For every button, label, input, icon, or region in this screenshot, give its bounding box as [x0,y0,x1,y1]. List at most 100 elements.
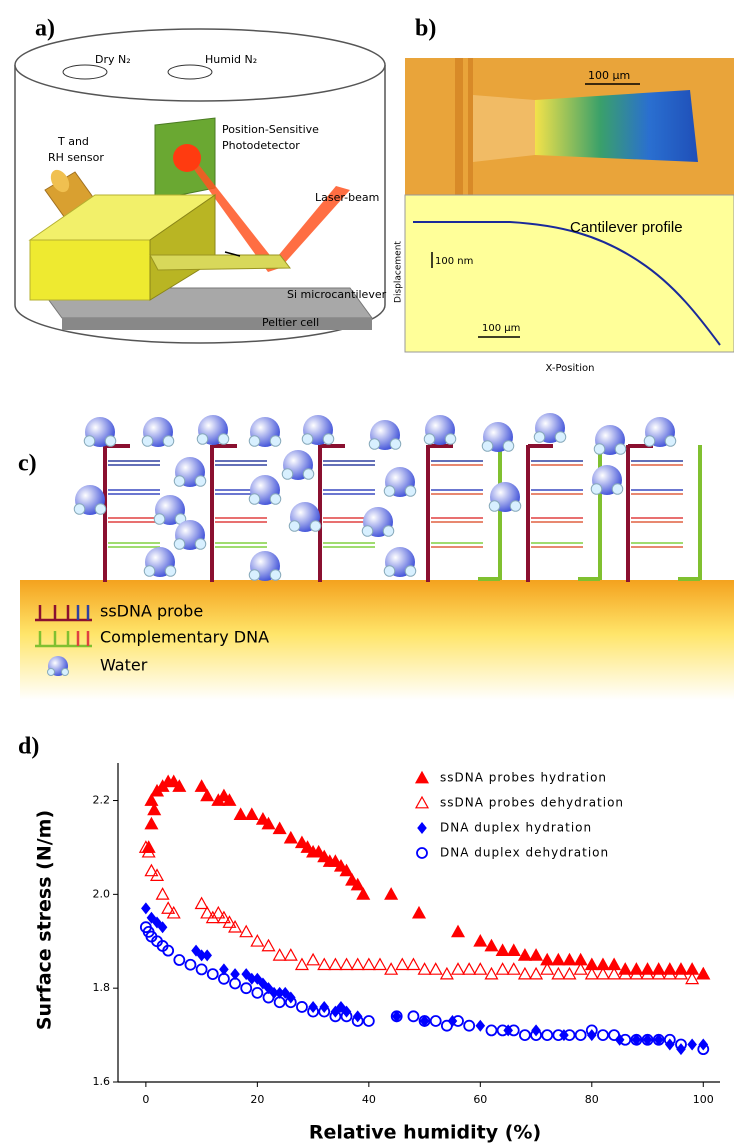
data-point [687,1038,697,1050]
data-point [463,963,475,974]
legend-label: Complementary DNA [100,628,269,647]
data-point [329,959,341,970]
data-point [530,968,542,979]
water-hydrogen [594,444,605,455]
legend-label: DNA duplex hydration [440,821,592,835]
water-hydrogen [310,521,321,532]
y-tick-label: 1.8 [93,981,111,994]
data-point [508,945,520,956]
water-hydrogen [154,514,165,525]
legend-label: ssDNA probe [100,602,203,621]
data-point [497,945,509,956]
label: Si microcantilever [287,288,387,301]
data-point [202,949,212,961]
label: Photodetector [222,139,300,152]
data-point [520,1030,530,1040]
data-point [197,964,207,974]
water-hydrogen [270,436,281,447]
water-hydrogen [383,526,394,537]
data-point [297,1002,307,1012]
data-point [519,949,531,960]
afm-stripe [468,58,473,195]
y-tick-label: 2.2 [93,794,111,807]
water-hydrogen [74,504,85,515]
chamber-top [15,29,385,101]
data-point [452,926,464,937]
water-hydrogen [62,669,69,676]
water-hydrogen [384,486,395,497]
cantilever [150,255,290,270]
data-point [452,963,464,974]
data-point [240,926,252,937]
water-hydrogen [48,669,55,676]
water-hydrogen [534,432,545,443]
data-point [162,902,174,913]
data-point [364,1016,374,1026]
data-point [396,959,408,970]
figure: a)b)c)d)Dry N₂Humid N₂T andRH sensorPosi… [0,0,734,1148]
label: Dry N₂ [95,53,131,66]
data-point [542,1030,552,1040]
label: 100 µm [588,69,630,82]
data-point [208,969,218,979]
x-tick-label: 20 [250,1093,264,1106]
panel-label: d) [18,734,39,760]
water-hydrogen [555,432,566,443]
water-hydrogen [249,570,260,581]
label: RH sensor [48,151,104,164]
water-hydrogen [665,436,676,447]
x-tick-label: 100 [693,1093,714,1106]
laser-spot [173,144,201,172]
data-point [413,907,425,918]
water-hydrogen [144,566,155,577]
data-point [385,963,397,974]
water-hydrogen [390,439,401,450]
data-point [318,959,330,970]
water-hydrogen [303,469,314,480]
data-point [576,1030,586,1040]
water-hydrogen [165,566,176,577]
data-point [609,1030,619,1040]
water-hydrogen [195,476,206,487]
legend-marker [417,848,427,858]
data-point [564,954,576,965]
data-point [598,1030,608,1040]
label: Laser-beam [315,191,379,204]
water-hydrogen [163,436,174,447]
data-point [235,809,247,820]
data-point [464,1021,474,1031]
label: 100 µm [482,323,520,334]
data-point [508,963,520,974]
data-point [263,940,275,951]
water-hydrogen [503,441,514,452]
data-point [476,1020,486,1032]
data-point [441,968,453,979]
panel-label: c) [18,451,37,477]
data-point [157,888,169,899]
legend-marker [417,822,427,834]
label: Cantilever profile [570,219,683,236]
legend-label: ssDNA probes dehydration [440,796,624,810]
water-hydrogen [95,504,106,515]
data-point [307,954,319,965]
data-point [431,1016,441,1026]
data-point [497,963,509,974]
water-hydrogen [591,484,602,495]
data-point [274,949,286,960]
water-hydrogen [302,434,313,445]
water-hydrogen [612,484,623,495]
data-point [408,1011,418,1021]
data-point [174,955,184,965]
legend-label: Water [100,656,148,675]
water-hydrogen [249,436,260,447]
water-hydrogen [405,486,416,497]
afm-cantilever [535,90,698,162]
water-hydrogen [323,434,334,445]
water-hydrogen [482,441,493,452]
data-point [241,983,251,993]
data-point [285,832,297,843]
data-point [419,963,431,974]
label: Humid N₂ [205,53,257,66]
data-point [697,968,709,979]
x-tick-label: 0 [142,1093,149,1106]
